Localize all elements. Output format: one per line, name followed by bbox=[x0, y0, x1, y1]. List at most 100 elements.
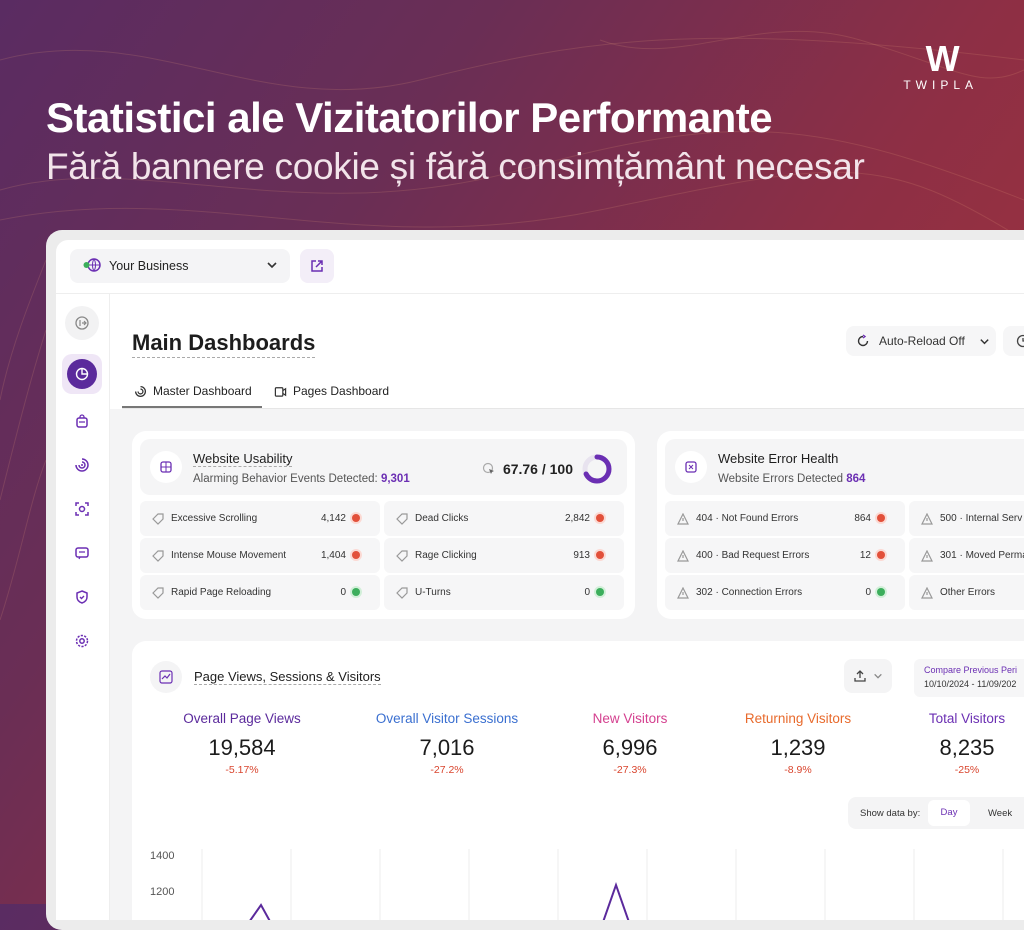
chevron-down-icon bbox=[266, 259, 278, 274]
week-option[interactable]: Week bbox=[988, 808, 1012, 819]
y-tick-label: 1200 bbox=[150, 886, 174, 898]
compare-label: Compare Previous Peri bbox=[924, 665, 1017, 675]
sidebar-item-analytics[interactable] bbox=[65, 448, 99, 482]
metric-value: 1,239 bbox=[708, 735, 888, 761]
errors-count: 864 bbox=[846, 473, 865, 485]
dashboard-area: Website Usability Alarming Behavior Even… bbox=[110, 409, 1024, 920]
error-item[interactable]: 500 · Internal Serv bbox=[909, 501, 1024, 536]
chat-icon bbox=[74, 545, 90, 561]
shield-icon bbox=[74, 589, 90, 605]
metric-change: -25% bbox=[877, 764, 1024, 776]
upload-icon bbox=[853, 669, 867, 683]
warning-icon bbox=[921, 587, 933, 599]
app-window: Your Business bbox=[56, 240, 1024, 920]
metric-label: Overall Visitor Sessions bbox=[357, 711, 537, 726]
bag-icon bbox=[74, 413, 90, 429]
show-data-label: Show data by: bbox=[860, 808, 920, 819]
tag-icon bbox=[396, 513, 408, 525]
warning-icon bbox=[677, 513, 689, 525]
tab-pages-dashboard[interactable]: Pages Dashboard bbox=[272, 376, 402, 406]
status-dot-green bbox=[877, 588, 885, 596]
usability-icon bbox=[150, 451, 182, 483]
auto-reload-label: Auto-Reload Off bbox=[879, 334, 965, 348]
metric-change: -27.2% bbox=[357, 764, 537, 776]
tag-icon bbox=[152, 550, 164, 562]
export-button[interactable] bbox=[844, 659, 892, 693]
hero-subline: Fără bannere cookie și fără consimțământ… bbox=[46, 146, 865, 188]
day-option[interactable]: Day bbox=[928, 800, 970, 826]
logo-wordmark: TWIPLA bbox=[903, 78, 978, 92]
sidebar bbox=[56, 294, 110, 920]
metric-returning-visitors: Returning Visitors 1,239 -8.9% bbox=[708, 711, 888, 776]
focus-icon bbox=[74, 501, 90, 517]
sidebar-item-recordings[interactable] bbox=[65, 492, 99, 526]
warning-icon bbox=[921, 550, 933, 562]
cursor-frame-icon bbox=[683, 459, 699, 475]
auto-reload-dropdown[interactable]: Auto-Reload Off bbox=[846, 326, 996, 356]
tab-master-dashboard[interactable]: Master Dashboard bbox=[122, 376, 262, 408]
series-line bbox=[602, 885, 630, 920]
sidebar-item-privacy[interactable] bbox=[65, 580, 99, 614]
metric-new-visitors: New Visitors 6,996 -27.3% bbox=[540, 711, 720, 776]
metric-total-visitors: Total Visitors 8,235 -25% bbox=[877, 711, 1024, 776]
website-error-health-card: Website Error Health Website Errors Dete… bbox=[657, 431, 1024, 619]
chevron-down-icon bbox=[979, 336, 990, 347]
status-dot-red bbox=[596, 514, 604, 522]
status-dot-red bbox=[877, 551, 885, 559]
date-range-button[interactable] bbox=[1003, 326, 1024, 356]
trend-icon-wrap bbox=[150, 661, 182, 693]
sidebar-collapse-button[interactable] bbox=[65, 306, 99, 340]
compare-range: 10/10/2024 - 11/09/202 bbox=[924, 679, 1016, 689]
metric-value: 7,016 bbox=[357, 735, 537, 761]
cursor-icon bbox=[482, 462, 496, 476]
metric-value: 8,235 bbox=[877, 735, 1024, 761]
sidebar-item-ecommerce[interactable] bbox=[65, 404, 99, 438]
gear-icon bbox=[74, 633, 90, 649]
error-item[interactable]: Other Errors bbox=[909, 575, 1024, 610]
errors-subtitle: Website Errors Detected 864 bbox=[718, 473, 865, 485]
tab-label: Pages Dashboard bbox=[293, 384, 389, 398]
warning-icon bbox=[921, 513, 933, 525]
metric-page-views: Overall Page Views 19,584 -5.17% bbox=[152, 711, 332, 776]
error-item[interactable]: 301 · Moved Perma bbox=[909, 538, 1024, 573]
collapse-icon bbox=[75, 316, 89, 330]
metric-value: 6,996 bbox=[540, 735, 720, 761]
usability-score: 67.76 / 100 bbox=[482, 453, 613, 485]
sidebar-item-settings[interactable] bbox=[65, 624, 99, 658]
tag-icon bbox=[396, 587, 408, 599]
business-selector[interactable]: Your Business bbox=[70, 249, 290, 283]
logo-mark: W bbox=[903, 42, 978, 76]
globe-icon bbox=[83, 258, 101, 275]
metric-visitor-sessions: Overall Visitor Sessions 7,016 -27.2% bbox=[357, 711, 537, 776]
main-content: Main Dashboards Auto-Reload Off Master D… bbox=[110, 294, 1024, 920]
metric-change: -5.17% bbox=[152, 764, 332, 776]
metric-label: Returning Visitors bbox=[708, 711, 888, 726]
sidebar-item-feedback[interactable] bbox=[65, 536, 99, 570]
errors-icon bbox=[675, 451, 707, 483]
chevron-down-icon bbox=[873, 671, 883, 681]
business-name: Your Business bbox=[109, 259, 188, 273]
traffic-title: Page Views, Sessions & Visitors bbox=[194, 669, 381, 685]
open-external-button[interactable] bbox=[300, 249, 334, 283]
score-ring bbox=[581, 453, 613, 485]
metric-change: -8.9% bbox=[708, 764, 888, 776]
series-line bbox=[247, 905, 272, 920]
metric-label: Total Visitors bbox=[877, 711, 1024, 726]
sidebar-item-dashboards[interactable] bbox=[62, 354, 102, 394]
signal-icon bbox=[74, 457, 90, 473]
errors-header: Website Error Health Website Errors Dete… bbox=[665, 439, 1024, 495]
tag-icon bbox=[152, 513, 164, 525]
pie-chart-icon bbox=[75, 367, 89, 381]
compare-previous-period[interactable]: Compare Previous Peri 10/10/2024 - 11/09… bbox=[914, 659, 1024, 697]
tab-label: Master Dashboard bbox=[153, 384, 252, 398]
metric-label: Overall Page Views bbox=[152, 711, 332, 726]
